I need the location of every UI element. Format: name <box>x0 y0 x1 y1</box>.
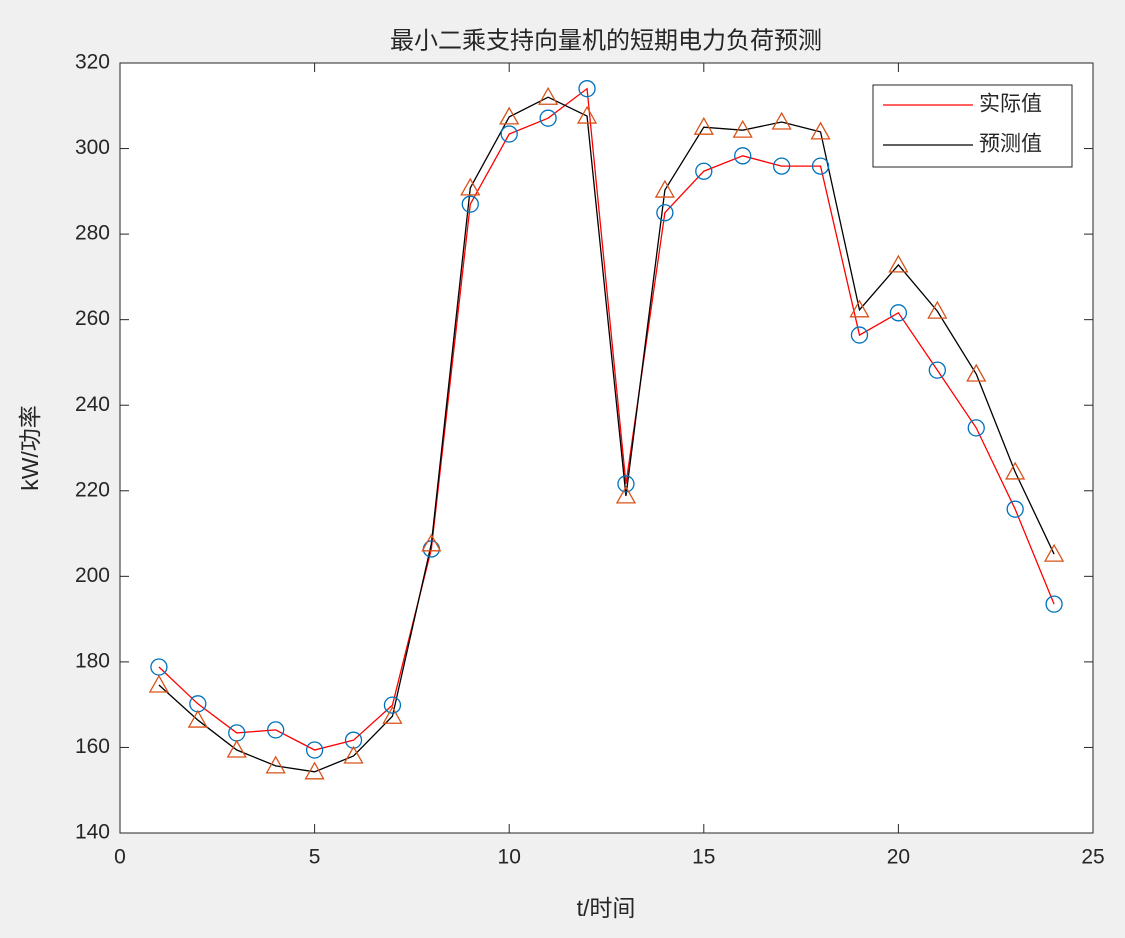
y-tick-label: 200 <box>75 564 110 587</box>
marker <box>460 177 481 196</box>
y-tick-label: 280 <box>75 222 110 245</box>
series-line <box>158 87 1055 751</box>
y-tick-label: 260 <box>75 307 110 330</box>
marker <box>500 125 518 143</box>
legend-box <box>872 84 1073 168</box>
marker <box>499 106 520 125</box>
marker <box>578 80 596 98</box>
marker <box>1045 595 1063 613</box>
y-tick-label: 160 <box>75 735 110 758</box>
marker <box>148 674 170 693</box>
y-tick-label: 140 <box>75 821 110 844</box>
marker <box>654 179 675 198</box>
series-line <box>158 96 1055 773</box>
chart-title: 最小二乘支持向量机的短期电力负荷预测 <box>390 27 822 54</box>
marker <box>187 709 208 728</box>
x-axis-label: t/时间 <box>577 895 636 921</box>
marker <box>615 485 637 504</box>
marker <box>656 204 674 222</box>
x-tick-label: 0 <box>114 846 126 869</box>
marker <box>732 119 753 138</box>
marker <box>928 361 946 379</box>
marker <box>1043 543 1065 562</box>
y-tick-label: 220 <box>75 478 110 501</box>
marker <box>772 157 791 175</box>
axes-box <box>119 62 1094 834</box>
legend-label: 预测值 <box>979 133 1042 156</box>
marker <box>576 105 598 124</box>
marker <box>889 304 908 322</box>
marker <box>811 157 830 175</box>
marker <box>461 195 479 213</box>
marker <box>265 755 286 774</box>
x-tick-label: 10 <box>498 846 521 869</box>
marker <box>421 533 442 552</box>
marker <box>343 745 364 764</box>
marker <box>850 326 869 344</box>
marker <box>538 86 559 105</box>
marker <box>966 363 987 382</box>
marker <box>849 299 870 318</box>
marker <box>888 254 909 273</box>
marker <box>967 419 985 437</box>
x-tick-label: 25 <box>1081 846 1104 869</box>
marker <box>305 741 324 759</box>
marker <box>927 300 948 319</box>
marker <box>1006 500 1024 518</box>
y-tick-label: 240 <box>75 393 110 416</box>
y-axis-label: kW/功率 <box>17 405 43 491</box>
y-tick-label: 180 <box>75 649 110 672</box>
marker <box>226 739 247 758</box>
marker <box>382 705 403 724</box>
legend-label: 实际值 <box>979 93 1042 116</box>
marker <box>734 147 752 165</box>
y-tick-label: 300 <box>75 136 110 159</box>
x-tick-label: 15 <box>692 846 715 869</box>
marker <box>304 761 325 780</box>
plot-area <box>120 63 1093 833</box>
marker <box>695 162 713 180</box>
marker <box>539 109 557 127</box>
y-tick-label: 320 <box>75 51 110 74</box>
marker <box>383 696 402 714</box>
x-tick-label: 20 <box>887 846 910 869</box>
x-tick-label: 5 <box>309 846 321 869</box>
marker <box>771 111 792 130</box>
marker <box>267 721 285 739</box>
marker <box>693 116 714 135</box>
marker <box>810 121 831 140</box>
marker <box>617 475 635 493</box>
marker <box>1005 461 1026 480</box>
